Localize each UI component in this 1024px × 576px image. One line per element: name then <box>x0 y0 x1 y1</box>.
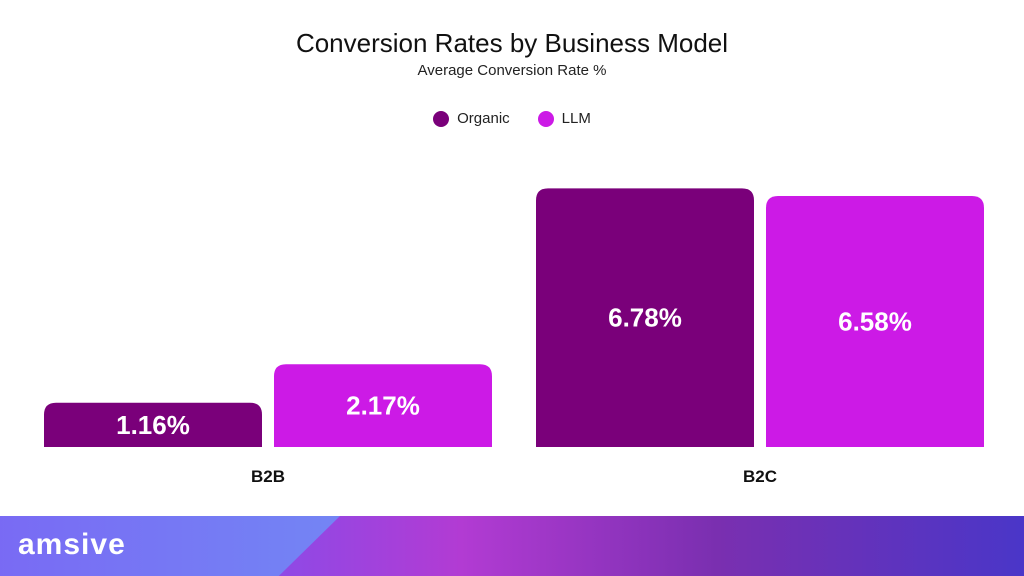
legend-swatch-llm <box>537 110 554 127</box>
bar-b2b-organic <box>44 402 262 447</box>
legend-item-llm: LLM <box>537 110 591 127</box>
legend-swatch-organic <box>433 110 450 127</box>
legend-item-organic: Organic <box>433 110 510 127</box>
data-label-b2b-organic: 1.16% <box>116 410 190 440</box>
data-label-b2c-llm: 6.58% <box>838 307 912 337</box>
footer-accent-shape <box>0 516 340 576</box>
bar-b2b-llm <box>274 364 492 447</box>
brand-footer: amsive <box>0 516 1024 576</box>
legend: Organic LLM <box>0 110 1024 127</box>
chart-subtitle: Average Conversion Rate % <box>417 62 607 79</box>
bar-b2c-organic <box>536 188 754 448</box>
bar-b2c-llm <box>766 196 984 447</box>
bar-chart: 1.16% 2.17% B2B 6.78% 6.58% B2C <box>44 188 984 486</box>
legend-label-llm: LLM <box>561 110 591 127</box>
category-label-b2b: B2B <box>251 467 285 486</box>
chart-title: Conversion Rates by Business Model <box>295 28 729 58</box>
data-label-b2b-llm: 2.17% <box>346 391 420 421</box>
category-label-b2c: B2C <box>743 467 777 486</box>
legend-label-organic: Organic <box>457 110 510 127</box>
data-label-b2c-organic: 6.78% <box>608 303 682 333</box>
brand-logo: amsive <box>18 528 126 561</box>
